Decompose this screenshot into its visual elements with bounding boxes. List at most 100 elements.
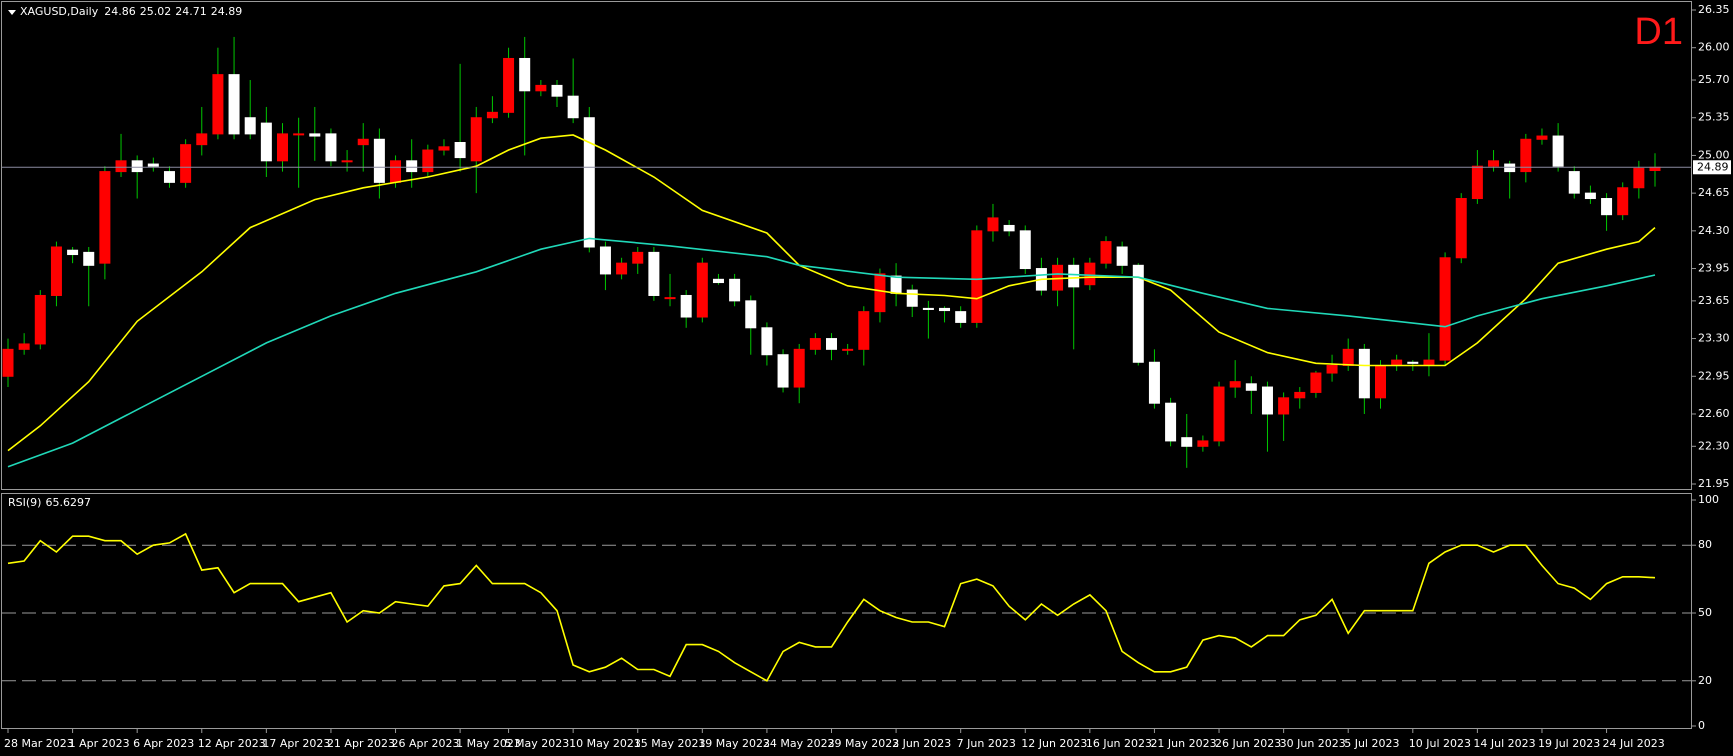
chart-title: XAGUSD,Daily 24.86 25.02 24.71 24.89 [20, 5, 242, 18]
price-panel-frame [1, 1, 1692, 490]
timeframe-label: D1 [1634, 11, 1683, 53]
candle-body [535, 84, 547, 92]
rsi-header: RSI(9) 65.6297 [8, 496, 91, 509]
candle-body [454, 142, 466, 159]
candle-body [809, 338, 821, 350]
candle-body [1229, 381, 1241, 388]
candle-body [599, 246, 611, 275]
candle-body [470, 117, 482, 162]
x-tick-label: 5 May 2023 [505, 737, 570, 750]
candle-body [503, 57, 515, 113]
candle-body [115, 160, 127, 173]
candle-body [1342, 348, 1354, 367]
y-tick-label: 22.60 [1698, 407, 1730, 420]
candle-body [406, 160, 418, 173]
rsi-tick-label: 0 [1698, 719, 1705, 732]
rsi-line [7, 532, 1656, 682]
candle-body [1003, 224, 1015, 232]
candle-body [147, 163, 159, 167]
candle-body [18, 343, 30, 350]
candle-body [1617, 187, 1629, 216]
menu-triangle[interactable] [8, 10, 16, 15]
candle-body [1100, 241, 1112, 264]
x-tick-label: 5 Jul 2023 [1344, 737, 1399, 750]
y-tick-label: 23.95 [1698, 262, 1730, 275]
x-tick-label: 17 Apr 2023 [262, 737, 330, 750]
candle-body [1019, 230, 1031, 270]
candle-body [1245, 383, 1257, 391]
candle-body [1633, 167, 1645, 189]
x-tick-label: 6 Apr 2023 [133, 737, 194, 750]
x-tick-label: 12 Apr 2023 [198, 737, 266, 750]
candle-body [34, 294, 46, 345]
x-tick-label: 29 May 2023 [828, 737, 900, 750]
candle-body [277, 133, 288, 162]
candle-body [1165, 402, 1177, 442]
candle-body [341, 160, 353, 163]
candle-body [1520, 138, 1532, 173]
candle-body [616, 262, 628, 275]
candle-body [874, 273, 886, 313]
candle-body [1391, 359, 1403, 367]
rsi-tick-label: 80 [1698, 538, 1712, 551]
y-tick-label: 24.65 [1698, 186, 1730, 199]
y-tick-label: 25.00 [1698, 148, 1730, 161]
y-tick-label: 26.00 [1698, 41, 1730, 54]
candle-body [1375, 365, 1386, 399]
y-tick-label: 22.95 [1698, 369, 1730, 382]
candle-body [1294, 391, 1306, 399]
title-open: 24.86 [104, 5, 136, 18]
candle-body [1261, 386, 1273, 415]
candle-body [1504, 163, 1516, 173]
moving-average [7, 134, 1656, 452]
y-tick-label: 25.70 [1698, 73, 1730, 86]
candle-body [664, 297, 676, 300]
candle-body [373, 138, 385, 183]
candle-body [826, 338, 837, 350]
x-tick-label: 19 Jul 2023 [1538, 737, 1600, 750]
candle-body [1488, 160, 1500, 167]
candle-body [1601, 198, 1613, 216]
x-tick-label: 19 May 2023 [698, 737, 770, 750]
candle-body [1326, 365, 1338, 374]
candle-body [955, 311, 967, 323]
x-tick-label: 26 Apr 2023 [392, 737, 460, 750]
candle-body [260, 122, 272, 162]
candle-body [438, 146, 450, 151]
candle-body [1423, 359, 1435, 367]
moving-average [7, 237, 1656, 468]
candle-body [244, 117, 256, 135]
candle-body [1552, 135, 1564, 167]
x-tick-label: 15 May 2023 [634, 737, 706, 750]
candle-body [777, 354, 789, 388]
x-tick-label: 30 Jun 2023 [1280, 737, 1346, 750]
candle-body [1536, 135, 1548, 140]
candle-body [1181, 437, 1193, 447]
y-tick-label: 24.30 [1698, 224, 1730, 237]
candle-body [1358, 348, 1370, 399]
candle-body [99, 171, 111, 264]
rsi-label: RSI(9) [8, 496, 41, 509]
candle-body [519, 57, 531, 92]
price-box-label: 24.89 [1697, 160, 1729, 173]
candle-body [50, 246, 62, 296]
candle-body [422, 149, 434, 173]
candle-body [1407, 361, 1419, 364]
title-high: 25.02 [140, 5, 172, 18]
candle-body [67, 249, 79, 256]
symbol: XAGUSD,Daily [20, 5, 99, 18]
x-tick-label: 1 Apr 2023 [69, 737, 130, 750]
candle-body [1068, 264, 1080, 288]
candle-body [1568, 171, 1580, 194]
title-low: 24.71 [175, 5, 207, 18]
candle-body [2, 348, 14, 377]
candle-body [293, 133, 305, 136]
candle-body [1455, 198, 1467, 259]
candle-body [729, 278, 741, 302]
rsi-last-value: 65.6297 [45, 496, 91, 509]
candle-body [648, 251, 660, 296]
y-tick-label: 22.30 [1698, 439, 1730, 452]
candle-body [696, 262, 708, 318]
